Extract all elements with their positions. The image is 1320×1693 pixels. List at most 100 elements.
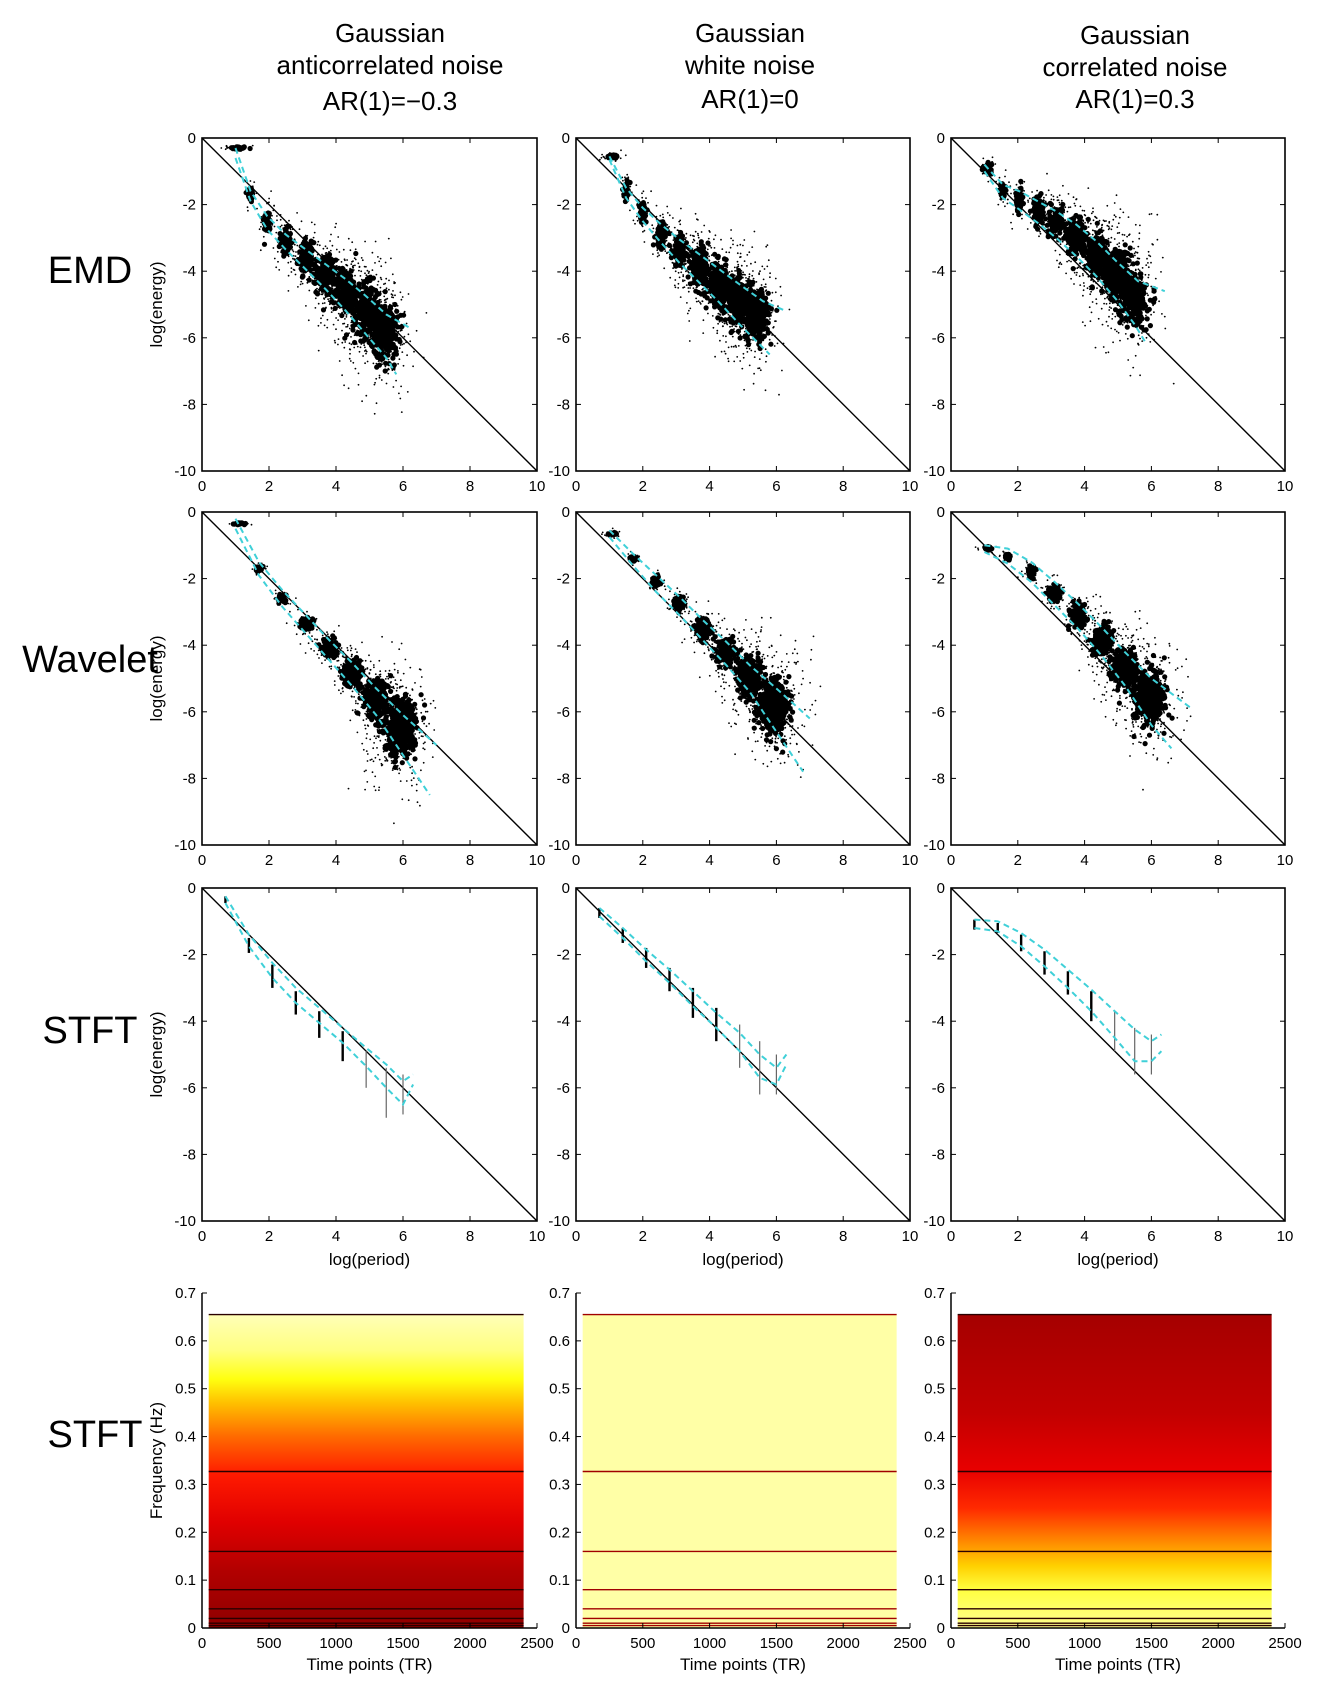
data-point bbox=[1027, 199, 1029, 202]
column-title-anti-line-0: Gaussian bbox=[335, 18, 445, 48]
data-point bbox=[700, 252, 706, 258]
data-point bbox=[744, 336, 751, 342]
data-point bbox=[764, 348, 767, 351]
data-point bbox=[738, 331, 741, 333]
data-point bbox=[1019, 199, 1021, 202]
data-point bbox=[670, 257, 673, 260]
data-point bbox=[703, 305, 709, 311]
y-tick-label: -6 bbox=[183, 330, 196, 347]
data-point bbox=[659, 214, 662, 217]
data-point bbox=[774, 335, 776, 337]
data-point bbox=[702, 319, 705, 322]
data-point bbox=[337, 287, 339, 290]
data-point bbox=[360, 284, 362, 286]
data-point bbox=[304, 234, 307, 237]
data-point bbox=[731, 329, 734, 332]
data-point bbox=[600, 156, 603, 159]
x-tick-label: 2 bbox=[639, 478, 647, 495]
data-point bbox=[359, 341, 362, 343]
data-point bbox=[714, 256, 717, 259]
data-point bbox=[407, 293, 410, 295]
data-point bbox=[324, 268, 327, 271]
data-point bbox=[989, 169, 992, 171]
data-point bbox=[382, 368, 388, 374]
data-point bbox=[774, 291, 777, 294]
data-point bbox=[654, 233, 656, 236]
data-point bbox=[689, 287, 691, 289]
data-point bbox=[701, 276, 703, 278]
data-point bbox=[311, 249, 313, 251]
data-point bbox=[345, 288, 348, 290]
data-point bbox=[324, 273, 327, 275]
data-point bbox=[390, 348, 393, 351]
data-point bbox=[373, 383, 376, 386]
data-point bbox=[279, 218, 282, 221]
data-point bbox=[710, 246, 713, 249]
data-point bbox=[759, 319, 761, 322]
data-point bbox=[749, 342, 752, 345]
data-point bbox=[761, 339, 764, 342]
data-point bbox=[393, 368, 396, 371]
data-point bbox=[745, 327, 747, 330]
data-point bbox=[376, 284, 379, 286]
data-point bbox=[731, 270, 733, 273]
data-point bbox=[371, 324, 374, 327]
data-point bbox=[739, 304, 742, 307]
data-point bbox=[287, 274, 290, 277]
data-point bbox=[680, 244, 682, 247]
data-point bbox=[770, 311, 773, 314]
data-point bbox=[721, 325, 724, 328]
data-point bbox=[380, 322, 386, 328]
data-point bbox=[999, 189, 1002, 192]
data-point bbox=[263, 229, 265, 232]
data-point bbox=[711, 315, 714, 317]
data-point bbox=[355, 343, 358, 345]
data-point bbox=[758, 324, 761, 326]
data-point bbox=[742, 313, 745, 316]
data-point bbox=[673, 284, 676, 287]
data-point bbox=[668, 225, 670, 228]
data-point bbox=[399, 397, 402, 400]
data-point bbox=[692, 238, 695, 241]
data-point bbox=[745, 286, 748, 288]
data-point bbox=[376, 308, 378, 310]
data-point bbox=[287, 290, 290, 292]
data-point bbox=[987, 169, 990, 172]
data-point bbox=[722, 263, 725, 266]
data-point bbox=[714, 274, 717, 277]
data-point bbox=[1003, 191, 1006, 194]
data-point bbox=[348, 296, 354, 302]
data-point bbox=[725, 341, 727, 343]
data-point bbox=[748, 364, 751, 367]
data-point bbox=[680, 250, 683, 253]
data-point bbox=[246, 206, 249, 209]
data-point bbox=[375, 377, 378, 380]
data-point bbox=[378, 374, 381, 377]
data-point bbox=[311, 279, 314, 282]
data-point bbox=[727, 313, 730, 316]
data-point bbox=[765, 360, 767, 363]
data-point bbox=[360, 270, 363, 273]
data-point bbox=[698, 255, 701, 258]
y-tick-label: -6 bbox=[557, 330, 570, 347]
data-point bbox=[293, 243, 296, 246]
data-point bbox=[330, 265, 333, 267]
data-point bbox=[334, 260, 337, 263]
data-point bbox=[325, 281, 328, 284]
data-point bbox=[718, 281, 721, 283]
data-point bbox=[361, 400, 363, 403]
data-point bbox=[314, 241, 316, 244]
data-point bbox=[683, 250, 689, 256]
data-point bbox=[727, 346, 730, 349]
data-point bbox=[312, 251, 315, 253]
data-point bbox=[288, 231, 291, 234]
data-point bbox=[328, 272, 331, 274]
data-point bbox=[373, 325, 375, 328]
data-point bbox=[375, 273, 378, 276]
data-point bbox=[714, 355, 716, 358]
data-point bbox=[399, 291, 402, 294]
data-point bbox=[325, 251, 328, 254]
data-point bbox=[297, 286, 299, 288]
data-point bbox=[321, 314, 324, 317]
data-point bbox=[765, 355, 768, 358]
